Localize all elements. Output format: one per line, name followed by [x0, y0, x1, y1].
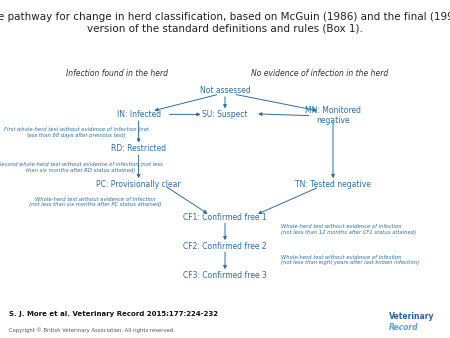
Text: MN: Monitored
negative: MN: Monitored negative — [305, 106, 361, 125]
Text: PC: Provisionally clear: PC: Provisionally clear — [96, 180, 181, 189]
Text: CF3: Confirmed free 3: CF3: Confirmed free 3 — [183, 271, 267, 280]
Text: Veterinary: Veterinary — [389, 312, 435, 320]
Text: S. J. More et al. Veterinary Record 2015;177:224-232: S. J. More et al. Veterinary Record 2015… — [9, 311, 218, 317]
Text: Whole-herd test without evidence of infection
(not less than six months after PC: Whole-herd test without evidence of infe… — [29, 196, 162, 207]
Text: RD: Restricted: RD: Restricted — [111, 144, 166, 153]
Text: CF1: Confirmed free 1: CF1: Confirmed free 1 — [183, 213, 267, 222]
Text: TN: Tested negative: TN: Tested negative — [295, 180, 371, 189]
Text: IN: Infected: IN: Infected — [117, 110, 161, 119]
Text: First whole-herd test without evidence of infection (not
less than 60 days after: First whole-herd test without evidence o… — [4, 127, 148, 138]
Text: Infection found in the herd: Infection found in the herd — [66, 69, 168, 78]
Text: CF2: Confirmed free 2: CF2: Confirmed free 2 — [183, 242, 267, 251]
Text: Whole-herd test without evidence of infection
(not less than eight years after l: Whole-herd test without evidence of infe… — [281, 255, 419, 265]
Text: Not assessed: Not assessed — [200, 86, 250, 95]
Text: The pathway for change in herd classification, based on McGuin (1986) and the fi: The pathway for change in herd classific… — [0, 12, 450, 33]
Text: Copyright © British Veterinary Association. All rights reserved.: Copyright © British Veterinary Associati… — [9, 328, 175, 333]
Text: Second whole-herd test without evidence of infection (not less
than six months a: Second whole-herd test without evidence … — [0, 162, 163, 173]
Text: No evidence of infection in the herd: No evidence of infection in the herd — [252, 69, 389, 78]
Text: Whole-herd test without evidence of infection
(not less than 12 months after CF1: Whole-herd test without evidence of infe… — [281, 224, 416, 235]
Text: Record: Record — [389, 323, 419, 332]
Text: SU: Suspect: SU: Suspect — [202, 110, 248, 119]
